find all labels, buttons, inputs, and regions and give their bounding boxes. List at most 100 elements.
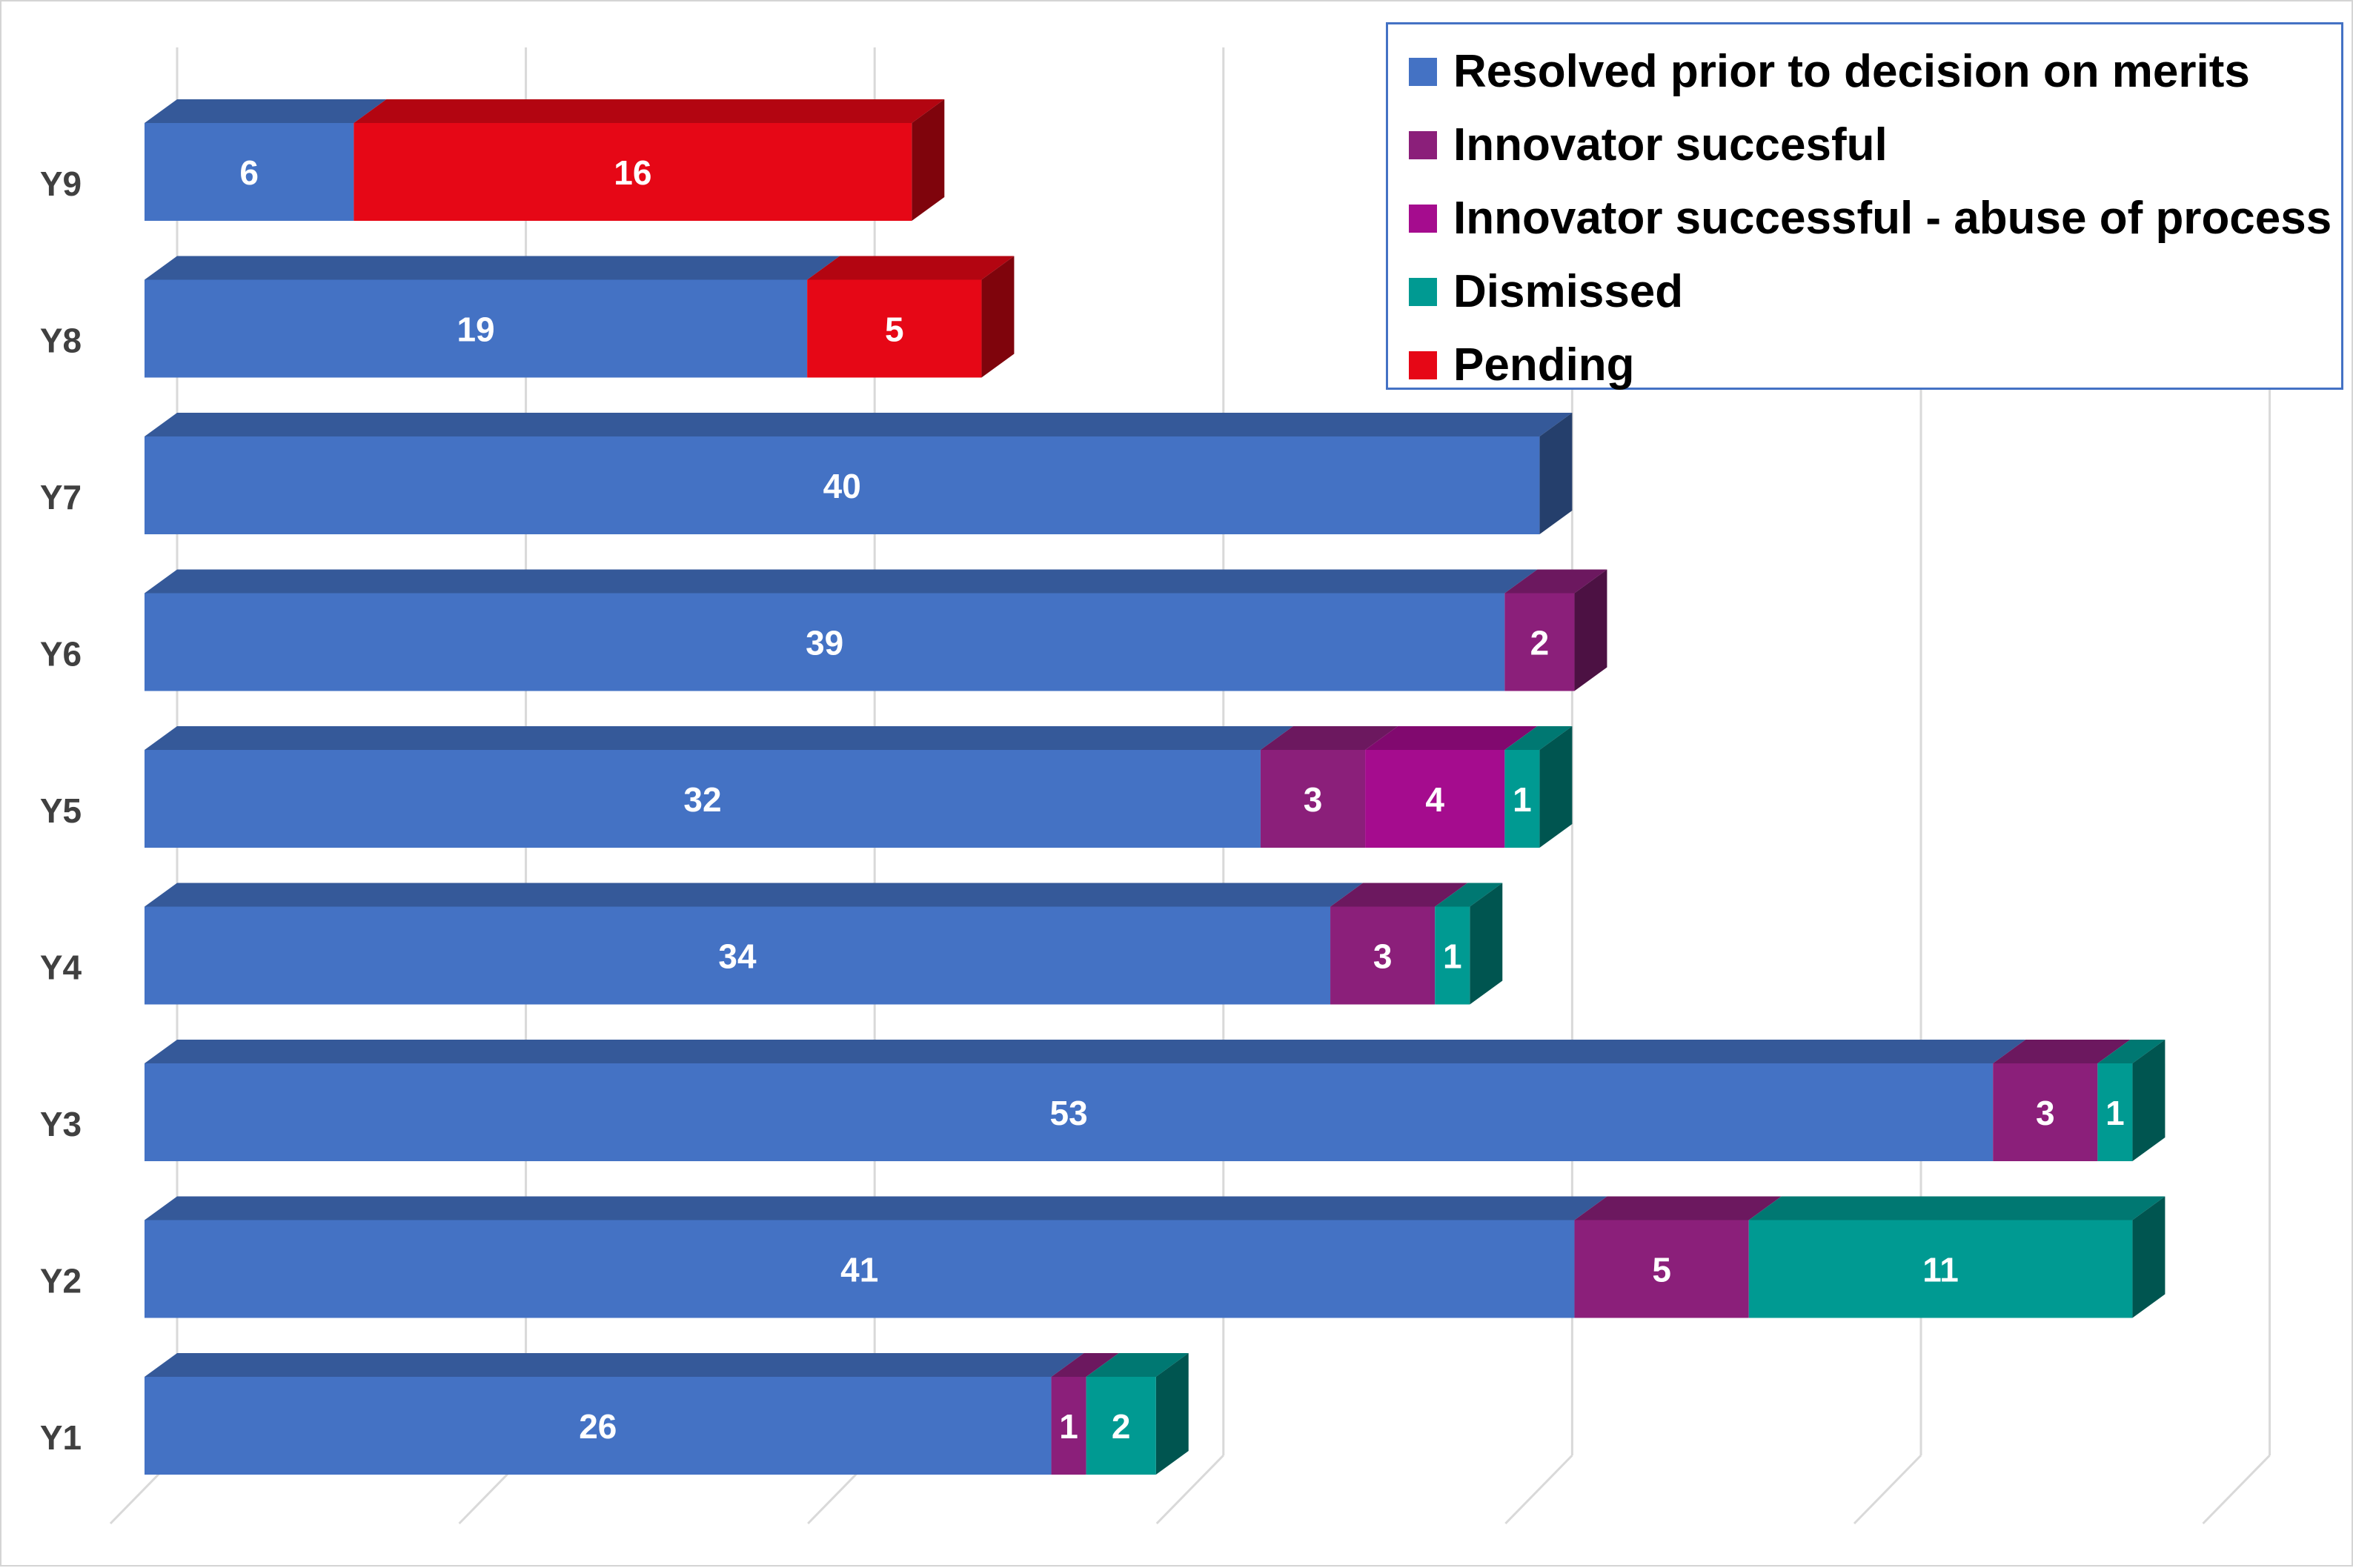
bar-top <box>1051 1353 1119 1377</box>
legend-item: Dismissed <box>1409 255 2341 328</box>
category-label: Y8 <box>40 322 82 360</box>
bar-top <box>145 413 1573 436</box>
bar <box>1574 1220 1749 1318</box>
bar <box>145 906 1331 1005</box>
bar-top <box>1260 726 1398 750</box>
bar <box>145 1220 1575 1318</box>
bar <box>1435 906 1470 1005</box>
bar <box>145 279 808 378</box>
bar-top <box>1993 1040 2131 1063</box>
bar-side <box>1539 726 1573 848</box>
data-label: 16 <box>614 153 651 192</box>
bar <box>145 750 1261 848</box>
bar-top <box>145 1040 2026 1063</box>
bar-top <box>807 256 1015 280</box>
bar <box>1051 1377 1086 1475</box>
bar-top <box>145 726 1293 750</box>
bar-top <box>1574 1196 1782 1220</box>
bar-top <box>1504 726 1573 750</box>
bar-top <box>145 883 1364 907</box>
category-label: Y9 <box>40 165 82 203</box>
legend-swatch <box>1409 204 1437 233</box>
legend-swatch <box>1409 351 1437 379</box>
legend-label: Pending <box>1453 339 1635 391</box>
category-label: Y6 <box>40 635 82 674</box>
legend-item: Innovator successful - abuse of process <box>1409 182 2341 255</box>
data-label: 11 <box>1922 1251 1959 1289</box>
bar-side <box>912 99 945 221</box>
bar <box>1260 750 1366 848</box>
legend-swatch <box>1409 277 1437 306</box>
bar-top <box>145 569 1538 594</box>
bar-top <box>1504 569 1607 594</box>
bar-side <box>1470 883 1503 1005</box>
data-label: 39 <box>806 624 843 662</box>
data-label: 2 <box>1530 624 1550 662</box>
legend-label: Resolved prior to decision on merits <box>1453 46 2250 97</box>
bar-top <box>145 1196 1607 1220</box>
data-label: 2 <box>1112 1407 1131 1446</box>
legend-label: Dismissed <box>1453 266 1684 317</box>
bar-top <box>354 99 945 123</box>
category-label: Y3 <box>40 1105 82 1143</box>
bar <box>145 1063 1994 1161</box>
legend-item: Innovator succesful <box>1409 108 2341 182</box>
legend-swatch <box>1409 130 1437 159</box>
data-label: 32 <box>683 780 721 819</box>
bar <box>2097 1063 2133 1161</box>
legend-label: Innovator succesful <box>1453 119 1888 170</box>
legend-item: Pending <box>1409 328 2341 402</box>
data-label: 26 <box>579 1407 617 1446</box>
floor-gridline <box>1504 1454 1573 1525</box>
floor-gridline <box>1155 1454 1224 1525</box>
bar-top <box>145 1353 1084 1377</box>
bar <box>145 436 1540 534</box>
bar-top <box>1435 883 1503 907</box>
bar <box>1330 906 1436 1005</box>
bar <box>1504 750 1540 848</box>
data-label: 1 <box>1059 1407 1078 1446</box>
data-label: 3 <box>2036 1094 2055 1132</box>
category-label: Y5 <box>40 791 82 830</box>
data-label: 3 <box>1304 780 1323 819</box>
data-label: 4 <box>1425 780 1444 819</box>
bar <box>1748 1220 2133 1318</box>
data-label: 34 <box>718 937 757 976</box>
bar <box>1365 750 1505 848</box>
data-label: 41 <box>840 1251 878 1289</box>
bar-side <box>1539 413 1573 534</box>
bar-top <box>1365 726 1538 750</box>
bar <box>1504 593 1575 691</box>
data-label: 5 <box>885 310 904 349</box>
bar <box>1086 1377 1156 1475</box>
bar-side <box>2132 1040 2166 1161</box>
bar-side <box>981 256 1015 378</box>
bar-top <box>145 99 387 123</box>
bar-top <box>1086 1353 1189 1377</box>
data-label: 1 <box>1443 937 1462 976</box>
category-label: Y4 <box>40 949 82 987</box>
data-label: 5 <box>1652 1251 1671 1289</box>
bar-top <box>1330 883 1468 907</box>
legend-label: Innovator successful - abuse of process <box>1453 193 2332 244</box>
data-label: 3 <box>1373 937 1393 976</box>
bar <box>145 593 1505 691</box>
category-label: Y2 <box>40 1262 82 1300</box>
bar <box>145 123 354 221</box>
bar <box>145 1377 1052 1475</box>
bar-top <box>1748 1196 2166 1220</box>
bar <box>354 123 912 221</box>
legend-item: Resolved prior to decision on merits <box>1409 35 2341 108</box>
data-label: 53 <box>1050 1094 1088 1132</box>
bar <box>807 279 982 378</box>
bar-top <box>2097 1040 2166 1063</box>
data-label: 19 <box>457 310 494 349</box>
category-label: Y1 <box>40 1418 82 1457</box>
category-label: Y7 <box>40 478 82 516</box>
data-label: 1 <box>1513 780 1532 819</box>
data-label: 40 <box>823 467 861 505</box>
data-label: 6 <box>239 153 259 192</box>
legend-swatch <box>1409 57 1437 86</box>
floor-gridline <box>2202 1454 2271 1525</box>
